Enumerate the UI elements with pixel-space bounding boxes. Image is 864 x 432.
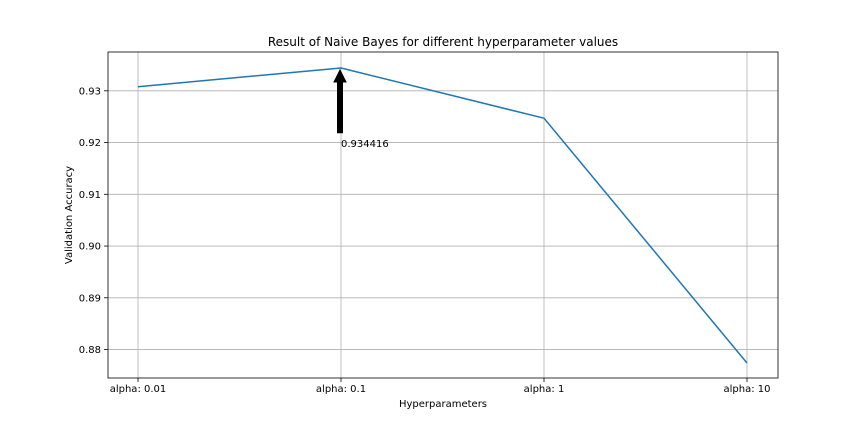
y-tick-label: 0.89 [79, 293, 101, 304]
annotation-label: 0.934416 [341, 139, 389, 150]
plot-frame [107, 51, 779, 379]
ticks: alpha: 0.01 alpha: 0.1 alpha: 1 alpha: 10 0.… [79, 86, 771, 395]
x-tick-label: alpha: 0.01 [110, 384, 167, 395]
y-tick-label: 0.92 [79, 138, 101, 149]
y-tick-label: 0.90 [79, 242, 101, 253]
annotation-arrow [333, 68, 347, 134]
x-tick-label: alpha: 1 [524, 384, 565, 395]
y-axis-label: Validation Accuracy [64, 166, 75, 264]
series-line [137, 67, 748, 364]
annotation: 0.934416 [333, 68, 389, 150]
grid [108, 52, 778, 378]
x-axis-label: Hyperparameters [399, 399, 487, 410]
chart-title: Result of Naive Bayes for different hype… [268, 35, 618, 49]
x-tick-label: alpha: 10 [724, 384, 771, 395]
series-layer [137, 67, 748, 364]
y-tick-label: 0.88 [79, 345, 101, 356]
y-tick-label: 0.91 [79, 190, 101, 201]
x-tick-label: alpha: 0.1 [316, 384, 366, 395]
y-tick-label: 0.93 [79, 86, 101, 97]
